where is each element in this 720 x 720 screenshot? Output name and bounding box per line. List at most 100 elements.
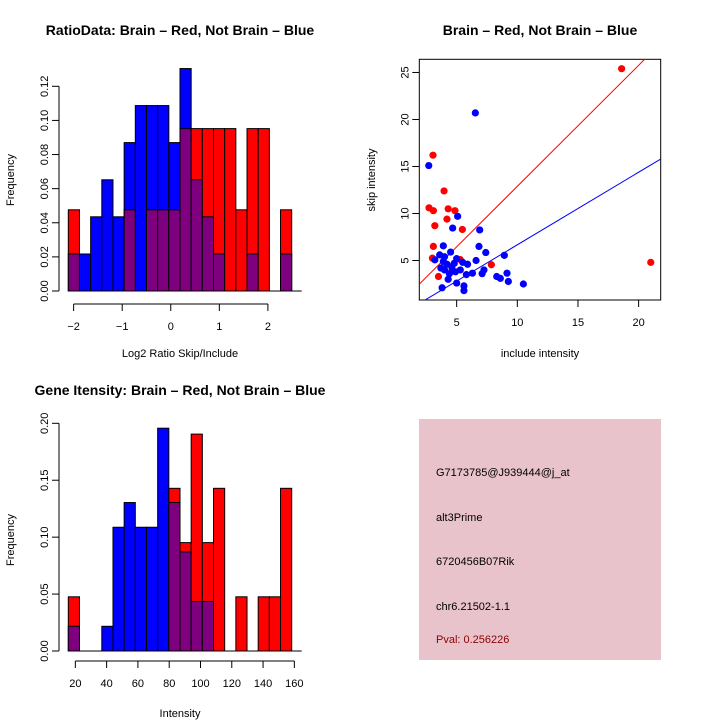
intensity-x-tick-label: 80: [163, 678, 175, 690]
scatter-y-tick-label: 25: [399, 66, 411, 78]
not-brain-point: [519, 280, 527, 288]
ratio-hist-axes: 0.00 0.02 0.04 0.06 0.08 0.10 0.12 −2 −1 0 1 2: [39, 76, 271, 333]
intensity-bar-overlap: [67, 625, 80, 652]
not-brain-point: [450, 259, 458, 267]
ratio-x-tick-label: 0: [168, 321, 174, 333]
scatter-y-tick-label: 20: [399, 113, 411, 125]
brain-point: [440, 187, 448, 195]
intensity-x-tick-label: 60: [132, 678, 144, 690]
intensity-bar-brain: [235, 596, 248, 652]
brain-point: [458, 225, 466, 234]
intensity-y-tick-label: 0.15: [39, 470, 51, 491]
ratio-y-tick-label: 0.06: [39, 178, 51, 199]
ratio-bar-overlap: [157, 209, 170, 292]
not-brain-point: [439, 242, 447, 250]
intensity-x-tick-label: 20: [69, 678, 81, 690]
ratio-bar-not-brain: [112, 216, 125, 292]
scatter-fit-lines: [419, 59, 661, 300]
brain-point: [434, 272, 443, 281]
ratio-bar-overlap: [67, 253, 80, 292]
intensity-hist-axes: 0.00 0.05 0.10 0.15 0.20 20 40 60 80 100 120 140 160: [39, 413, 304, 690]
not-brain-point: [468, 269, 477, 277]
scatter-plot-frame: [418, 58, 662, 301]
brain-point: [431, 222, 439, 230]
ratio-bar-brain: [257, 128, 270, 292]
not-brain-point: [449, 224, 457, 232]
intensity-bar-brain: [213, 487, 226, 652]
not-brain-point: [463, 260, 472, 268]
not-brain-point: [425, 161, 433, 170]
scatter-points: [425, 65, 655, 295]
not-brain-point: [500, 251, 508, 259]
intensity-x-tick-label: 100: [191, 678, 209, 690]
ratio-bar-brain: [235, 209, 248, 292]
ratio-hist-bars: [67, 68, 302, 292]
intensity-bar-not-brain: [134, 526, 147, 652]
ratio-y-tick-label: 0.12: [39, 76, 51, 97]
intensity-bar-not-brain: [157, 427, 170, 652]
ratio-bar-overlap: [168, 209, 181, 292]
not-brain-point: [460, 286, 468, 295]
pval-text: Pval: 0.256226: [436, 634, 509, 646]
not-brain-point: [446, 248, 455, 256]
ratio-y-tick-label: 0.08: [39, 144, 51, 165]
scatter-title: Brain – Red, Not Brain – Blue: [443, 22, 638, 38]
intensity-hist-xlabel: Intensity: [160, 708, 201, 720]
ratio-x-tick-label: 2: [265, 321, 271, 333]
ratio-bar-overlap: [145, 209, 159, 292]
not-brain-point: [471, 109, 479, 117]
intensity-bar-not-brain: [101, 625, 114, 652]
intensity-bar-not-brain: [145, 526, 159, 652]
not-brain-point: [504, 277, 512, 286]
not-brain-point: [496, 274, 504, 282]
scatter-y-tick-label: 15: [399, 160, 411, 172]
ratio-bar-not-brain: [101, 179, 114, 292]
not-brain-point: [476, 226, 484, 234]
ratio-x-tick-label: 1: [216, 321, 222, 333]
not-brain-point: [482, 248, 490, 257]
ratio-bar-overlap: [280, 253, 293, 292]
not-brain-point: [462, 271, 470, 279]
event-type-text: alt3Prime: [436, 512, 482, 524]
brain-point: [647, 258, 655, 266]
info-panel: G7173785@J939444@j_at alt3Prime 6720456B…: [419, 419, 661, 660]
intensity-x-tick-label: 40: [101, 678, 113, 690]
ratio-y-tick-label: 0.04: [39, 212, 51, 233]
brain-point: [429, 242, 437, 251]
intensity-hist-title: Gene Itensity: Brain – Red, Not Brain – …: [35, 382, 326, 398]
ratio-x-tick-label: −1: [116, 321, 129, 333]
not-brain-point: [453, 279, 461, 287]
scatter-x-tick-label: 20: [632, 317, 644, 329]
gene-name-text: 6720456B07Rik: [436, 556, 515, 568]
not-brain-point: [478, 270, 486, 278]
scatter-y-tick-label: 5: [399, 257, 411, 263]
ratio-bar-overlap: [246, 253, 259, 292]
intensity-x-tick-label: 160: [285, 678, 303, 690]
scatter-y-tick-label: 10: [399, 207, 411, 219]
not-brain-point: [454, 212, 462, 220]
intensity-bar-brain: [268, 596, 282, 652]
ratio-y-tick-label: 0.02: [39, 246, 51, 267]
ratio-x-tick-label: −2: [67, 321, 80, 333]
intensity-bar-overlap: [190, 600, 203, 652]
intensity-y-tick-label: 0.20: [39, 413, 51, 434]
info-panel-background: [419, 419, 661, 660]
ratio-histogram: RatioData: Brain – Red, Not Brain – Blue…: [5, 22, 314, 360]
intensity-y-tick-label: 0.00: [39, 640, 51, 661]
scatter-x-tick-label: 5: [454, 317, 460, 329]
not-brain-point: [438, 284, 446, 292]
scatter-x-tick-label: 15: [572, 317, 584, 329]
intensity-bar-not-brain: [112, 526, 125, 652]
ratio-bar-not-brain: [134, 105, 147, 292]
scatter-ylabel: skip intensity: [366, 148, 378, 211]
intensity-hist-ylabel: Frequency: [5, 514, 17, 566]
ratio-bar-not-brain: [78, 253, 92, 292]
not-brain-fit-line: [424, 158, 661, 300]
brain-point: [451, 207, 459, 215]
ratio-bar-brain: [224, 128, 237, 292]
not-brain-point: [431, 256, 439, 264]
ratio-bar-overlap: [201, 216, 215, 292]
intensity-x-tick-label: 140: [254, 678, 272, 690]
not-brain-point: [444, 275, 452, 283]
